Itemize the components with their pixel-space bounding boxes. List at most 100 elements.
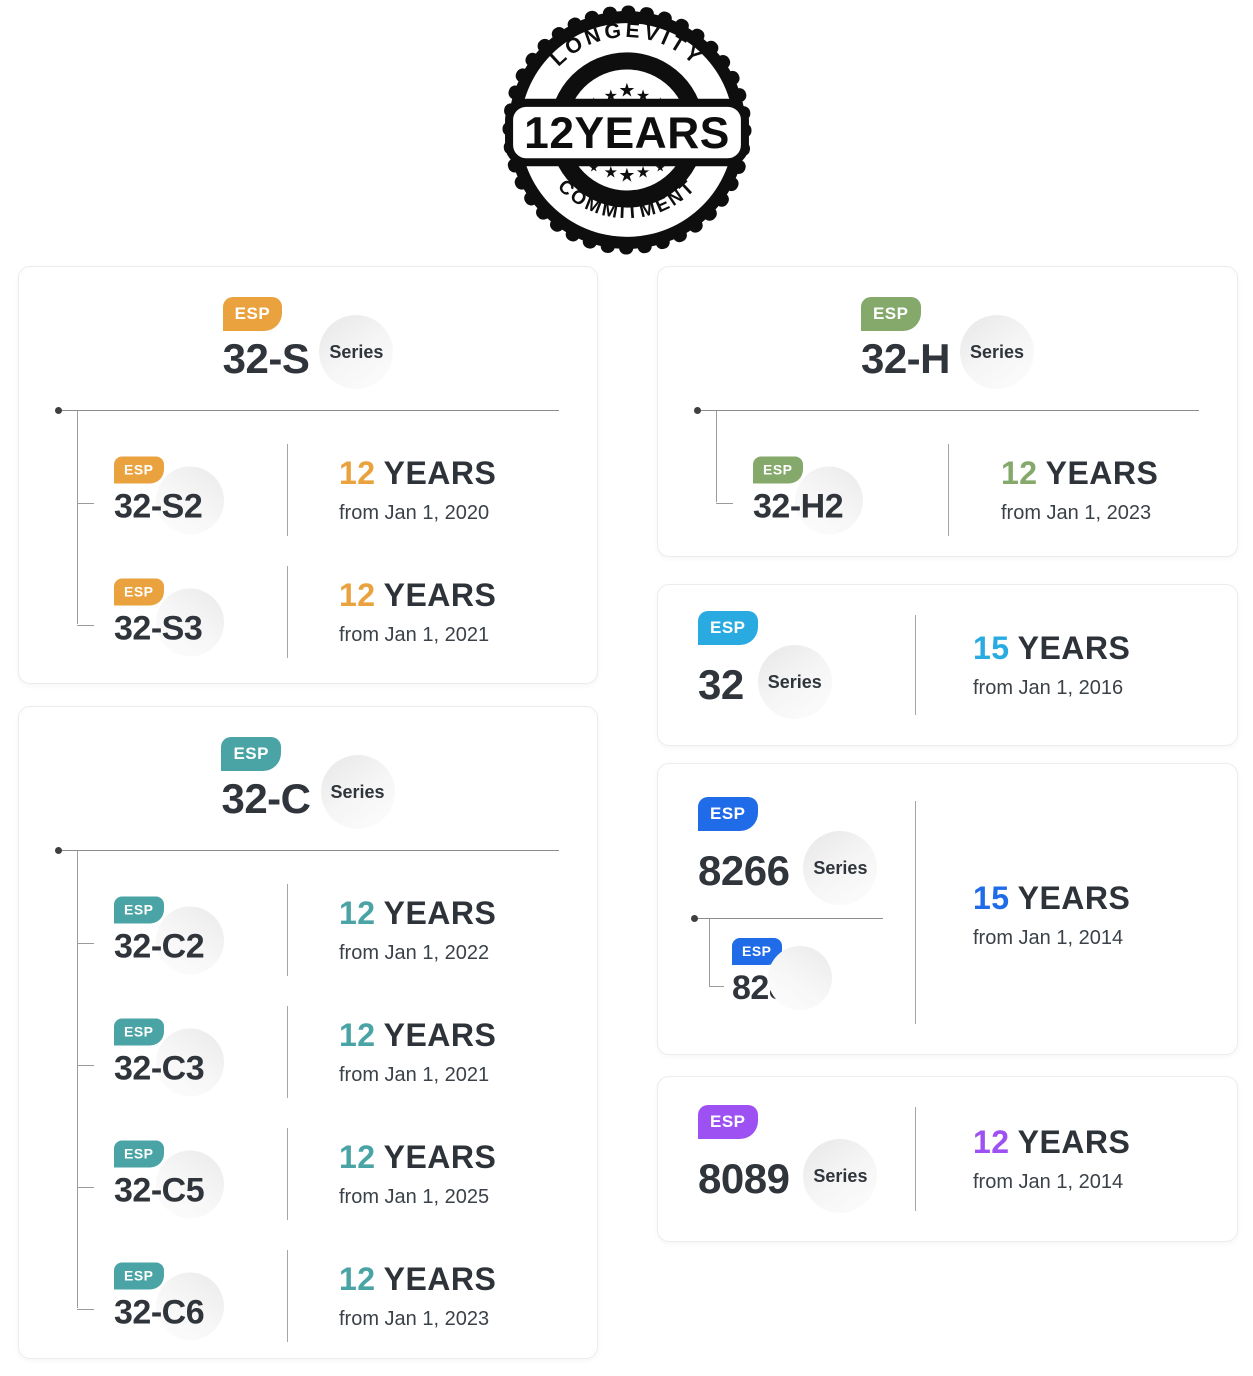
years-number: 12 [339, 1017, 376, 1053]
years-from: from Jan 1, 2014 [973, 926, 1124, 949]
series-bubble: Series [320, 755, 395, 829]
tree-connector [55, 847, 559, 854]
years-from: from Jan 1, 2022 [339, 942, 490, 964]
tree-connector [77, 1065, 94, 1066]
years-word: YEARS [383, 1139, 497, 1175]
esp-chip: ESP [114, 1140, 164, 1168]
card-esp-8089-series: ESP 8089 Series 12 YEARS from Jan 1, 2014 [657, 1076, 1238, 1242]
series-bubble: Series [803, 1139, 878, 1213]
series-name: 32-H [860, 335, 951, 382]
gradient-bubble [156, 466, 224, 535]
tree-connector [709, 919, 710, 986]
esp-chip: ESP [114, 1018, 164, 1046]
series-header: ESP 32 Series [698, 611, 832, 719]
series-name: 32 [698, 661, 744, 708]
card-esp-8266-series: ESP 8266 Series ESP 8285 [657, 763, 1238, 1055]
series-bubble: Series [319, 315, 394, 389]
chip-name: 32-C2 [114, 927, 205, 966]
esp-chip: ESP [114, 578, 164, 606]
gradient-bubble [156, 1272, 224, 1341]
longevity-commitment-badge: LONGEVITY COMMITMENT ★ ★ ★ ★ ★ ★ ★ ★ ★ ★… [501, 4, 753, 256]
tree-connector [77, 851, 78, 1308]
chip-name: 32-S3 [114, 609, 203, 648]
series-bubble: Series [803, 831, 878, 905]
longevity-block: 12 YEARS from Jan 1, 2021 [339, 577, 496, 647]
years-word: YEARS [1045, 455, 1159, 491]
gradient-bubble [795, 466, 863, 535]
esp-chip: ESP [222, 297, 283, 331]
tree-dot [55, 847, 62, 854]
chip-name-block: ESP 32-S3 [114, 578, 284, 657]
longevity-block: 12 YEARS from Jan 1, 2023 [1001, 455, 1158, 525]
chip-name-block: ESP 32-S2 [114, 456, 284, 535]
years-number: 12 [339, 895, 376, 931]
longevity-block: 12 YEARS from Jan 1, 2025 [339, 1139, 496, 1209]
child-row: ESP 32-C6 12 YEARS from Jan 1, 2023 [19, 1235, 597, 1357]
svg-text:★: ★ [635, 163, 649, 181]
right-column: ESP 32-H Series ESP 32-H2 [657, 266, 1238, 1242]
divider [915, 615, 916, 715]
children-list: ESP 32-C2 12 YEARS from Jan 1, 2022 ESP 3… [19, 869, 597, 1357]
tree-dot [694, 407, 701, 414]
tree-connector [694, 407, 1199, 414]
tree-connector [77, 943, 94, 944]
badge-band-text: 12YEARS [524, 109, 730, 158]
esp-chip: ESP [221, 737, 281, 771]
years-from: from Jan 1, 2021 [339, 1064, 490, 1086]
chip-name: 32-C3 [114, 1049, 205, 1088]
series-label: Series [767, 671, 822, 692]
chip-name-block: ESP 32-H2 [753, 456, 923, 535]
divider [287, 1250, 288, 1342]
years-from: from Jan 1, 2021 [339, 624, 490, 646]
card-esp-32-h-series: ESP 32-H Series ESP 32-H2 [657, 266, 1238, 557]
years-number: 12 [339, 1261, 376, 1297]
svg-text:★: ★ [603, 163, 617, 181]
esp-chip: ESP [753, 456, 803, 484]
svg-text:★: ★ [588, 160, 599, 174]
tree-connector [716, 503, 733, 504]
divider [287, 1006, 288, 1098]
longevity-block: 12 YEARS from Jan 1, 2023 [339, 1261, 496, 1331]
tree-connector [716, 411, 717, 502]
series-name: 32-C [221, 775, 311, 822]
tree-connector [77, 625, 94, 626]
years-word: YEARS [383, 1017, 497, 1053]
svg-text:★: ★ [654, 160, 665, 174]
gradient-bubble [156, 1028, 224, 1097]
years-number: 15 [973, 630, 1010, 666]
years-number: 12 [339, 1139, 376, 1175]
tree-connector [77, 1309, 94, 1310]
tree-connector [77, 1187, 94, 1188]
years-from: from Jan 1, 2014 [973, 1171, 1124, 1193]
longevity-block: 12 YEARS from Jan 1, 2022 [339, 895, 496, 965]
esp-chip: ESP [114, 1262, 164, 1290]
years-word: YEARS [1017, 1124, 1131, 1160]
series-label: Series [330, 781, 385, 802]
series-header: ESP 8266 Series [698, 797, 878, 905]
years-number: 15 [973, 879, 1010, 916]
series-header: ESP 32-C Series [19, 707, 597, 850]
divider [287, 1128, 288, 1220]
gradient-bubble [156, 588, 224, 657]
esp-chip: ESP [114, 896, 164, 924]
series-name: 8089 [698, 1155, 790, 1202]
series-label: Series [813, 1165, 868, 1186]
years-word: YEARS [383, 577, 497, 613]
tree-connector [709, 986, 724, 987]
years-from: from Jan 1, 2020 [339, 502, 490, 524]
chip-name: 32-H2 [753, 487, 844, 526]
chip-name: 32-C5 [114, 1171, 205, 1210]
svg-text:★: ★ [618, 81, 635, 102]
card-esp-32-series: ESP 32 Series 15 YEARS from Jan 1, 2016 [657, 584, 1238, 746]
child-row: ESP 32-H2 12 YEARS from Jan 1, 2023 [658, 429, 1237, 551]
esp-chip: ESP [860, 297, 921, 331]
longevity-block: 12 YEARS from Jan 1, 2021 [339, 1017, 496, 1087]
children-list: ESP 32-H2 12 YEARS from Jan 1, 2023 [658, 429, 1237, 551]
series-header: ESP 8089 Series [698, 1105, 878, 1213]
years-word: YEARS [1017, 630, 1131, 666]
esp-chip: ESP [698, 611, 758, 645]
chip-name-block: ESP 8285 [732, 938, 882, 1010]
divider [915, 1107, 916, 1211]
chip-name: 32-C6 [114, 1293, 205, 1332]
tree-dot [55, 407, 62, 414]
